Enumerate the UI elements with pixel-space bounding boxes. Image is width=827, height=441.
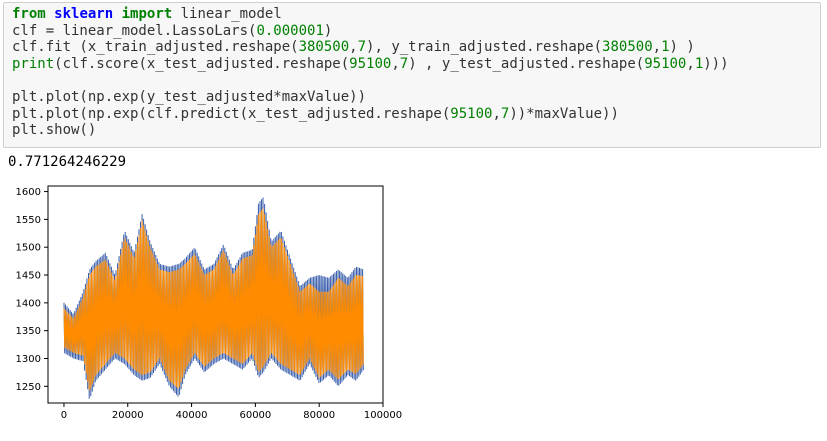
code-token: 7 — [500, 105, 510, 122]
code-token: 0.000001 — [256, 22, 324, 39]
series-layer — [63, 197, 364, 399]
code-token: plt.plot(np.exp(clf.predict(x_test_adjus… — [12, 105, 451, 122]
code-token: , — [492, 105, 501, 122]
code-token: from — [12, 6, 46, 22]
code-token: ) , y_test_adjusted.reshape( — [408, 55, 645, 72]
y-tick-label: 1450 — [16, 271, 41, 282]
code-cell[interactable]: from sklearn import linear_model clf = li… — [3, 2, 821, 148]
code-token: ))*maxValue)) — [509, 105, 619, 122]
code-token: , — [686, 55, 695, 72]
y-axis: 1250 1300 1350 1400 1450 1500 1550 1600 — [16, 187, 48, 393]
code-token: import — [121, 6, 173, 22]
code-token: ), y_train_adjusted.reshape( — [366, 39, 603, 56]
code-token: 1 — [661, 39, 670, 56]
code-token: ) ) — [669, 39, 695, 56]
code-token: clf.fit (x_train_adjusted.reshape( — [12, 39, 299, 56]
code-token: (clf.score(x_test_adjusted.reshape( — [54, 55, 350, 72]
y-tick-label: 1300 — [16, 354, 41, 365]
code-token: 95100 — [450, 105, 493, 122]
x-tick-label: 40000 — [176, 410, 208, 421]
code-line: print(clf.score(x_test_adjusted.reshape(… — [12, 56, 729, 73]
code-token: print — [12, 55, 55, 72]
code-token: plt.show() — [12, 122, 97, 139]
score-output: 0.771264246229 — [8, 154, 127, 170]
code-token: sklearn — [54, 6, 114, 22]
code-token: 1 — [694, 55, 704, 72]
line-plot: 1250 1300 1350 1400 1450 1500 1550 1600 0 20000 4… — [16, 185, 402, 421]
x-axis: 0 20000 40000 60000 80000 100000 — [61, 403, 402, 421]
code-token: plt.plot(np.exp(y_test_adjusted*maxValue… — [12, 89, 367, 105]
code-token: 380500 — [298, 39, 350, 56]
y-tick-label: 1250 — [16, 382, 41, 393]
y-tick-label: 1500 — [16, 243, 41, 254]
x-tick-label: 80000 — [303, 410, 335, 421]
code-token: 95100 — [349, 55, 392, 72]
code-line: clf.fit (x_train_adjusted.reshape(380500… — [12, 39, 695, 56]
code-token: 380500 — [602, 39, 653, 56]
x-tick-label: 100000 — [364, 410, 402, 421]
code-line: plt.show() — [12, 122, 96, 139]
code-line: from sklearn import linear_model — [12, 6, 282, 23]
code-token: clf = linear_model.LassoLars( — [12, 22, 257, 39]
code-token: linear_model — [172, 6, 282, 22]
axes-frame — [47, 185, 384, 404]
code-token: ) — [323, 22, 333, 39]
y-tick-label: 1400 — [16, 298, 41, 309]
code-line: clf = linear_model.LassoLars(0.000001) — [12, 23, 332, 40]
code-token — [113, 6, 121, 22]
x-tick-label: 0 — [61, 410, 67, 421]
y-tick-label: 1350 — [16, 326, 41, 337]
code-token: , — [391, 55, 400, 72]
code-token: 7 — [399, 55, 409, 72]
series-line-2 — [63, 208, 364, 391]
code-token — [46, 6, 54, 22]
plot-output: 1250 1300 1350 1400 1450 1500 1550 1600 0 20000 4… — [0, 178, 420, 437]
x-tick-label: 20000 — [112, 410, 144, 421]
code-token: 95100 — [644, 55, 687, 72]
code-token: 7 — [357, 39, 367, 56]
y-tick-label: 1600 — [16, 187, 41, 198]
code-line: plt.plot(np.exp(y_test_adjusted*maxValue… — [12, 89, 366, 106]
code-line: plt.plot(np.exp(clf.predict(x_test_adjus… — [12, 106, 619, 123]
x-tick-label: 60000 — [239, 410, 271, 421]
y-tick-label: 1550 — [16, 215, 41, 226]
code-token: , — [652, 39, 662, 56]
code-token: , — [349, 39, 358, 56]
code-token: ))) — [703, 55, 729, 72]
